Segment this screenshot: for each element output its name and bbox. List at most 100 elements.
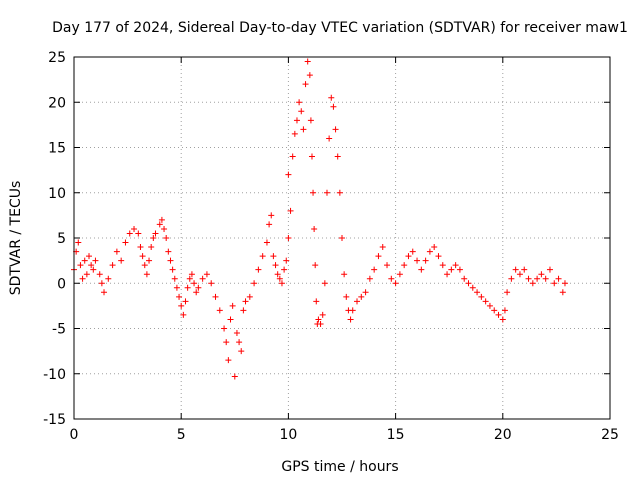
data-point [105,275,112,282]
data-point [158,216,165,223]
data-point [161,225,168,232]
data-point [538,271,545,278]
data-point [231,373,238,380]
data-point [482,298,489,305]
data-point [146,257,153,264]
data-point [270,253,277,260]
data-point [501,307,508,314]
data-point [409,248,416,255]
data-point [167,257,174,264]
data-point [221,325,228,332]
data-point [86,253,93,260]
data-point [255,266,262,273]
data-point [180,311,187,318]
data-point [358,293,365,300]
data-point [396,271,403,278]
data-point [474,289,481,296]
data-point [126,230,133,237]
data-point [148,244,155,251]
data-point [414,257,421,264]
data-point [326,135,333,142]
data-point [81,257,88,264]
data-point [92,257,99,264]
data-point [439,262,446,269]
data-point [152,230,159,237]
data-point [169,266,176,273]
data-point [486,302,493,309]
data-point [268,212,275,219]
data-point [555,275,562,282]
data-point [263,239,270,246]
data-point [384,262,391,269]
data-point [141,262,148,269]
plot-frame [73,56,611,420]
data-point [96,271,103,278]
data-point [561,280,568,287]
data-point [122,239,129,246]
data-point [461,275,468,282]
y-tick-label: 25 [48,50,66,66]
y-tick-label: -15 [43,412,66,428]
data-point [143,271,150,278]
data-point [343,293,350,300]
data-point [392,280,399,287]
data-point [504,289,511,296]
data-point [173,284,180,291]
data-point [546,266,553,273]
data-point [216,307,223,314]
data-point [233,330,240,337]
data-point [317,320,324,327]
data-point [203,271,210,278]
data-point [283,257,290,264]
data-point [529,280,536,287]
data-point [559,289,566,296]
data-point [195,284,202,291]
data-point [379,244,386,251]
data-point [251,280,258,287]
data-point [354,298,361,305]
data-point [285,235,292,241]
data-point [315,316,322,323]
data-point [274,271,281,278]
x-axis-label: GPS time / hours [281,459,398,475]
data-point [184,284,191,291]
data-point [101,289,108,296]
data-point [240,307,247,314]
data-point [313,298,320,305]
data-point [199,275,206,282]
data-point [311,225,318,232]
data-points [71,58,568,380]
data-point [491,307,498,314]
data-point [227,316,234,323]
data-point [79,275,86,282]
data-point [304,58,311,65]
data-point [347,316,354,323]
data-point [452,262,459,269]
x-tick-label: 25 [601,427,619,443]
data-point [508,275,515,282]
data-point [109,262,116,269]
y-tick-label: -10 [43,367,66,383]
data-point [135,230,142,237]
data-point [512,266,519,273]
data-point [176,293,183,300]
data-point [431,244,438,251]
data-point [435,253,442,260]
data-point [444,271,451,278]
data-point [193,289,200,296]
data-point [242,298,249,305]
y-tick-label: 20 [48,95,66,111]
data-point [246,293,253,300]
data-point [448,266,455,273]
y-axis-label: SDTVAR / TECUs [8,181,24,296]
data-point [478,293,485,300]
data-point [465,280,472,287]
data-point [328,94,335,101]
data-point [272,262,279,269]
x-tick-label: 15 [387,427,405,443]
data-point [186,275,193,282]
data-point [521,266,528,273]
data-point [341,271,348,278]
data-point [339,235,345,241]
data-point [495,311,502,318]
